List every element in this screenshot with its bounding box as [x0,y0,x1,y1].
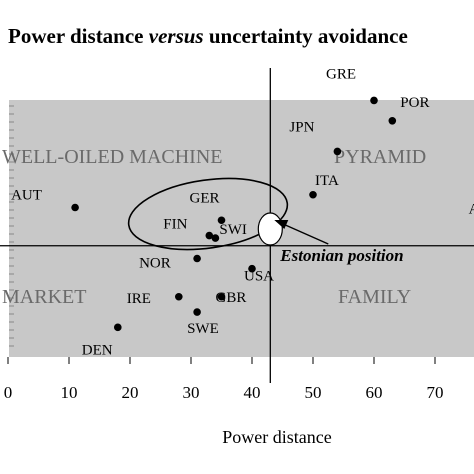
x-tick-label: 10 [61,383,78,402]
data-label: AUT [11,188,42,204]
quadrant-label-bottom-right: FAMILY [338,286,411,308]
data-label: USA [244,269,274,285]
data-point [175,292,183,301]
data-label: NOR [139,256,171,272]
quadrant-label-top-right: PYRAMID [334,146,426,168]
data-label: GER [190,190,220,206]
x-tick-label: 70 [427,383,444,402]
cluster-ellipse [127,177,289,251]
quadrant-label-bottom-left: MARKET [2,286,86,308]
data-label: SWI [219,222,247,238]
data-label: ITA [315,173,339,189]
chart-title: Power distance versus uncertainty avoida… [0,24,474,49]
x-axis: 0 10 20 30 40 50 60 70 [4,357,444,402]
data-point [193,308,201,316]
data-point [333,147,342,156]
data-point [211,234,220,242]
data-label: JPN [289,119,314,135]
data-label: IRE [127,291,151,307]
data-point [370,96,378,105]
y-axis-ticks [9,105,14,347]
data-point [193,254,201,263]
estonian-position-marker [257,212,283,246]
plot-area [9,100,474,357]
x-tick-label: 40 [244,383,261,402]
data-point [309,190,317,199]
quadrant-labels: WELL-OILED MACHINE PYRAMID MARKET FAMILY [2,146,426,308]
chart-title-part-3: uncertainty avoidance [208,24,408,48]
data-label: AR [469,202,474,218]
data-point [248,264,256,273]
data-label: DEN [82,342,113,358]
quadrant-label-top-left: WELL-OILED MACHINE [2,146,223,168]
data-point [205,231,214,240]
data-label: POR [400,95,429,111]
x-tick-label: 20 [122,383,139,402]
data-label: SWE [187,321,219,337]
data-label: GBR [216,290,247,306]
x-tick-label: 50 [305,383,322,402]
x-tick-label: 0 [4,383,13,402]
data-point [71,203,79,212]
x-tick-label: 30 [183,383,200,402]
chart-title-part-2: versus [148,24,204,48]
estonian-position-annotation: Estonian position [257,212,404,265]
data-label: GRE [326,66,356,82]
data-point [217,216,226,225]
data-label: FIN [163,217,187,233]
data-point [114,323,122,332]
annotation-label: Estonian position [279,246,403,265]
x-axis-label: Power distance [222,427,331,447]
annotation-arrowhead [274,220,289,229]
chart-title-part-1: Power distance [8,24,144,48]
data-point [217,292,226,301]
x-tick-label: 60 [366,383,383,402]
data-point [388,117,397,125]
